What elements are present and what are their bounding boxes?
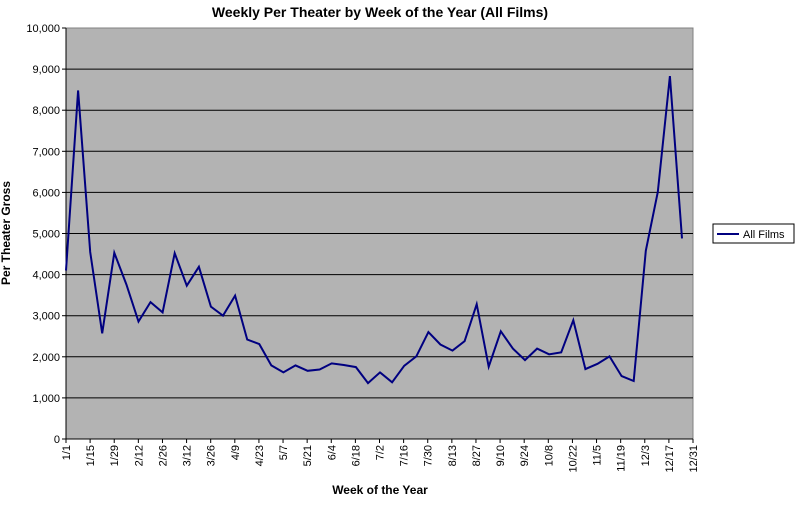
x-tick-label-4: 2/26: [157, 445, 169, 466]
x-tick-label-22: 11/5: [592, 445, 604, 466]
y-axis: 0 1,000 2,000 3,000 4,000 5,000 6,000 7,000 8,00…: [26, 23, 67, 446]
y-tick-label-10: 10,000: [26, 23, 60, 35]
y-tick-label-1: 1,000: [32, 393, 60, 405]
chart-title: Weekly Per Theater by Week of the Year (…: [212, 4, 548, 20]
x-tick-label-18: 9/10: [495, 445, 507, 466]
x-tick-label-19: 9/24: [519, 445, 531, 466]
x-tick-label-16: 8/13: [447, 445, 459, 466]
legend-label: All Films: [743, 229, 785, 241]
x-tick-label-7: 4/9: [230, 445, 242, 460]
y-axis-label: Per Theater Gross: [0, 181, 13, 285]
legend: All Films: [712, 223, 795, 244]
x-tick-label-8: 4/23: [254, 445, 266, 466]
x-tick-label-9: 5/7: [278, 445, 290, 460]
x-tick-label-10: 5/21: [302, 445, 314, 466]
x-tick-label-0: 1/1: [61, 445, 73, 460]
x-tick-label-26: 12/31: [688, 445, 700, 473]
x-tick-label-2: 1/29: [109, 445, 121, 466]
y-tick-label-6: 6,000: [32, 187, 60, 199]
y-tick-label-0: 0: [54, 434, 60, 446]
x-tick-label-24: 12/3: [640, 445, 652, 466]
legend-box: [712, 223, 795, 244]
y-tick-label-8: 8,000: [32, 105, 60, 117]
grid-lines: [66, 68, 693, 399]
x-tick-label-25: 12/17: [664, 445, 676, 473]
y-tick-label-5: 5,000: [32, 229, 60, 241]
x-tick-label-6: 3/26: [206, 445, 218, 466]
x-tick-label-13: 7/2: [375, 445, 387, 460]
y-tick-label-2: 2,000: [32, 352, 60, 364]
x-axis: 1/1 1/15 1/29 2/12 2/26 3/12 3/26 4/9 4/23 5/7 5/2…: [61, 438, 700, 473]
x-tick-label-23: 11/19: [616, 445, 628, 472]
series-line-all-films: [65, 75, 683, 385]
x-tick-label-5: 3/12: [182, 445, 194, 466]
x-tick-label-3: 2/12: [133, 445, 145, 466]
x-tick-label-17: 8/27: [471, 445, 483, 466]
y-tick-label-3: 3,000: [32, 311, 60, 323]
x-tick-label-12: 6/18: [350, 445, 362, 466]
y-tick-label-9: 9,000: [32, 64, 60, 76]
x-tick-label-21: 10/22: [567, 445, 579, 473]
x-tick-label-20: 10/8: [543, 445, 555, 466]
x-axis-label: Week of the Year: [332, 483, 428, 497]
y-tick-label-4: 4,000: [32, 270, 60, 282]
x-tick-label-15: 7/30: [423, 445, 435, 466]
x-tick-label-1: 1/15: [85, 445, 97, 466]
y-tick-label-7: 7,000: [32, 146, 60, 158]
x-tick-label-11: 6/4: [326, 445, 338, 460]
x-tick-label-14: 7/16: [399, 445, 411, 466]
